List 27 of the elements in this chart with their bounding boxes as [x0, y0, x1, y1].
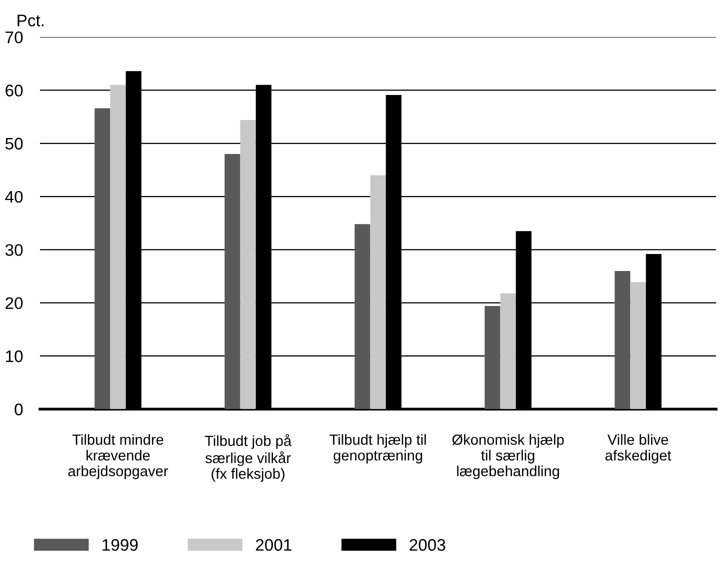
bar [110, 84, 126, 410]
x-tick-label: Ville blive afskediget [605, 434, 672, 464]
y-tick-label: 50 [5, 138, 23, 150]
y-tick-label: 20 [6, 297, 23, 310]
bar [94, 108, 110, 410]
bar [240, 120, 256, 410]
bar [500, 293, 516, 410]
legend-label: 2001 [256, 539, 292, 551]
y-tick-label: 30 [5, 244, 23, 256]
x-tick-label: Økonomisk hjælp til særlig lægebehandling [452, 434, 564, 480]
bar [224, 154, 240, 410]
bar [354, 224, 370, 410]
bar [484, 306, 500, 410]
y-axis-title: Pct. [18, 14, 44, 26]
x-tick-label: Tilbudt job på særlige vilkår (fx fleksjob) [204, 434, 292, 482]
y-tick-label: 70 [6, 31, 23, 44]
legend-label: 1999 [102, 539, 138, 551]
x-tick-label: Tilbudt mindre krævende arbejdsopgaver [68, 434, 168, 480]
bar [370, 175, 386, 410]
y-tick-label: 0 [14, 404, 23, 416]
legend-label: 2003 [410, 539, 446, 551]
y-tick-label: 40 [5, 190, 23, 203]
y-tick-label: 10 [6, 350, 23, 362]
bar [630, 282, 646, 410]
bar [614, 270, 630, 410]
x-tick-label: Tilbudt hjælp til genoptræning [330, 434, 426, 464]
y-tick-label: 60 [6, 84, 23, 96]
